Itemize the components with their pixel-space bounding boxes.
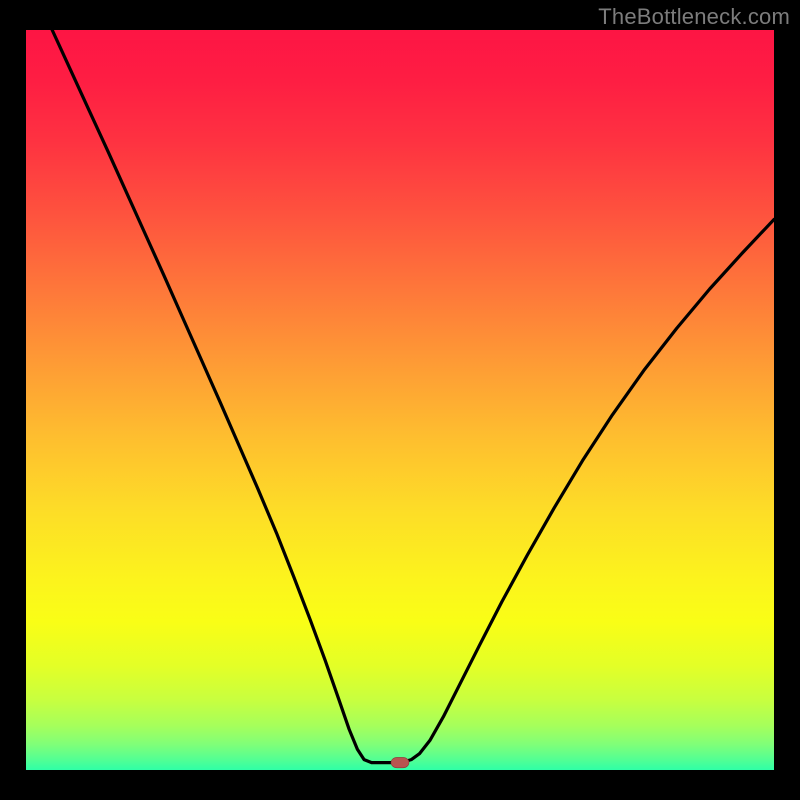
optimal-point-marker — [391, 757, 409, 767]
bottleneck-chart — [26, 30, 774, 770]
watermark-text: TheBottleneck.com — [598, 4, 790, 30]
gradient-background — [26, 30, 774, 770]
